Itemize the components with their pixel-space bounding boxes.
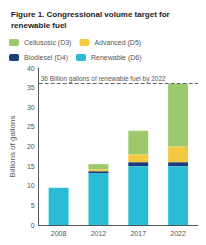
svg-text:10: 10	[27, 182, 35, 189]
svg-text:Billions of gallons: Billions of gallons	[8, 116, 17, 178]
svg-text:Figure 1. Congressional volume: Figure 1. Congressional volume target fo…	[11, 10, 170, 19]
svg-text:Cellusosic (D3): Cellusosic (D3)	[24, 39, 71, 47]
svg-text:15: 15	[27, 163, 35, 170]
svg-text:2022: 2022	[170, 230, 186, 237]
svg-text:0: 0	[31, 222, 35, 229]
svg-text:2012: 2012	[91, 230, 107, 237]
svg-text:Biodiesel (D4): Biodiesel (D4)	[24, 54, 68, 62]
svg-text:25: 25	[27, 123, 35, 130]
svg-text:2017: 2017	[130, 230, 146, 237]
svg-text:2008: 2008	[51, 230, 67, 237]
svg-text:20: 20	[27, 143, 35, 150]
svg-text:40: 40	[27, 65, 35, 72]
svg-text:35: 35	[27, 84, 35, 91]
svg-text:Renewable (D6): Renewable (D6)	[91, 54, 142, 62]
svg-text:Advanced (D5): Advanced (D5)	[94, 39, 141, 47]
svg-text:36 Billion gallons of renewabl: 36 Billion gallons of renewable fuel by …	[41, 75, 166, 83]
svg-text:5: 5	[31, 202, 35, 209]
svg-text:renewable fuel: renewable fuel	[11, 21, 67, 30]
svg-text:30: 30	[27, 104, 35, 111]
